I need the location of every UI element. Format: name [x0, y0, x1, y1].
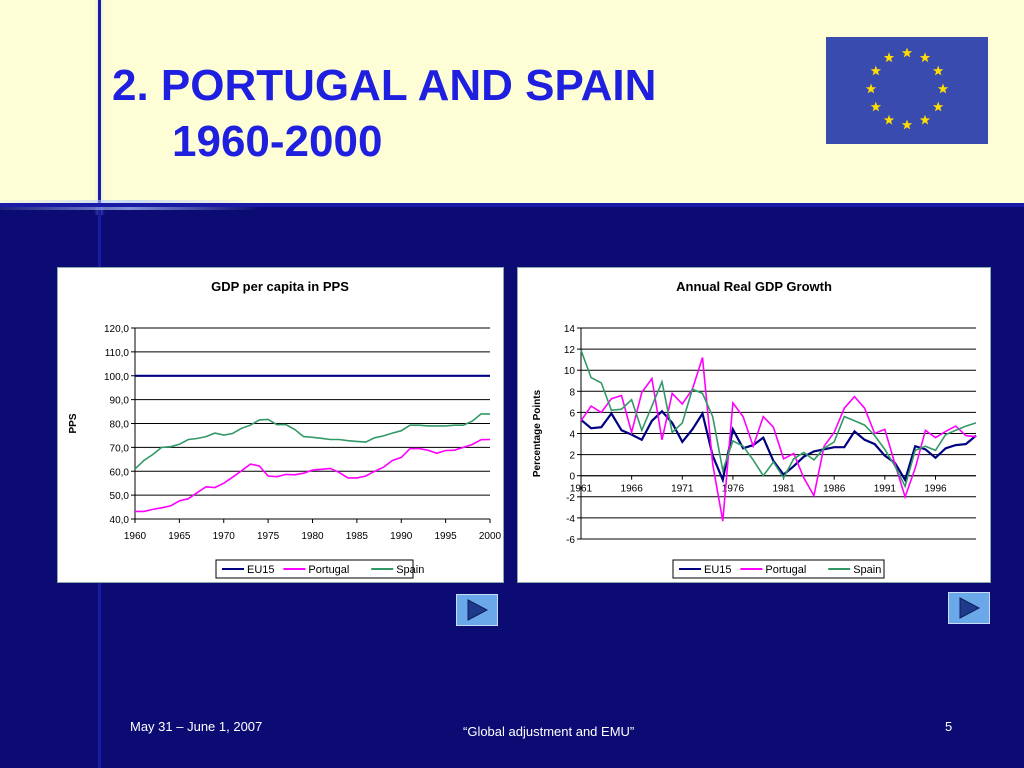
slide-title-line1: 2. PORTUGAL AND SPAIN — [112, 61, 657, 110]
legend-label: Spain — [853, 564, 881, 576]
x-tick-label: 1986 — [823, 484, 846, 495]
x-tick-label: 1960 — [124, 531, 147, 542]
y-tick-label: 12 — [564, 345, 576, 356]
x-tick-label: 1985 — [346, 531, 369, 542]
x-tick-label: 1966 — [621, 484, 644, 495]
eu-star-icon — [870, 65, 882, 76]
legend-box — [215, 559, 414, 579]
eu-star-icon — [883, 114, 895, 125]
x-tick-label: 1996 — [924, 484, 947, 495]
y-tick-label: 40,0 — [110, 515, 130, 526]
x-tick-label: 1991 — [874, 484, 897, 495]
series-line-portugal — [135, 438, 491, 513]
y-tick-label: -4 — [566, 514, 575, 525]
y-tick-label: 100,0 — [104, 372, 129, 383]
x-tick-label: 1961 — [570, 484, 593, 495]
y-tick-label: 70,0 — [110, 443, 130, 454]
play-arrow-icon — [959, 597, 981, 619]
horizontal-divider — [0, 203, 1024, 207]
y-tick-label: 2 — [569, 451, 575, 462]
eu-star-icon — [932, 65, 944, 76]
eu-star-icon — [919, 114, 931, 125]
eu-flag-icon — [826, 37, 988, 144]
next-slide-button-2[interactable] — [948, 592, 990, 624]
x-tick-label: 1965 — [168, 531, 191, 542]
eu-star-icon — [870, 101, 882, 112]
y-tick-label: 80,0 — [110, 420, 130, 431]
y-tick-label: 50,0 — [110, 491, 130, 502]
x-tick-label: 1976 — [722, 484, 745, 495]
y-tick-label: 8 — [569, 387, 575, 398]
eu-star-icon — [919, 52, 931, 63]
play-arrow-icon — [467, 599, 489, 621]
legend-box — [672, 559, 885, 579]
eu-star-icon — [901, 119, 913, 130]
y-tick-label: -6 — [566, 535, 575, 546]
next-slide-button[interactable] — [456, 594, 498, 626]
page-number: 5 — [945, 719, 953, 734]
x-tick-label: 2000 — [479, 531, 502, 542]
legend-label: EU15 — [704, 564, 732, 576]
eu-star-icon — [883, 52, 895, 63]
slide-title: 2. PORTUGAL AND SPAIN 1960-2000 — [112, 58, 656, 170]
gdp-growth-chart: Annual Real GDP Growth -6 -4 -2 0 2 4 6 8 10 12 14 1… — [517, 267, 991, 583]
y-tick-label: 110,0 — [105, 348, 130, 359]
chart-title: GDP per capita in PPS — [211, 279, 349, 294]
y-tick-label: 90,0 — [110, 396, 130, 407]
x-tick-label: 1980 — [301, 531, 324, 542]
eu-flag-stars — [865, 47, 949, 130]
series-line-spain — [580, 349, 977, 489]
eu-star-icon — [937, 83, 949, 94]
y-tick-label: 60,0 — [110, 467, 130, 478]
gdp-per-capita-chart: GDP per capita in PPS 40,0 50,0 60,0 70,0 80,… — [57, 267, 504, 583]
y-tick-label: 120,0 — [104, 324, 129, 335]
y-axis-label: Percentage Points — [532, 389, 543, 477]
y-tick-label: -2 — [566, 493, 575, 504]
y-tick-label: 0 — [569, 472, 575, 483]
eu-star-icon — [901, 47, 913, 58]
series-line-eu15 — [580, 409, 977, 484]
eu-star-icon — [865, 83, 877, 94]
slide-title-line2: 1960-2000 — [172, 117, 383, 166]
eu-star-icon — [932, 101, 944, 112]
series-line-portugal — [580, 357, 977, 522]
y-tick-label: 14 — [564, 324, 576, 335]
x-tick-label: 1971 — [671, 484, 694, 495]
x-tick-label: 1975 — [257, 531, 280, 542]
gdp-growth-plot: Annual Real GDP Growth -6 -4 -2 0 2 4 6 8 10 12 14 1… — [532, 279, 977, 579]
x-tick-label: 1990 — [390, 531, 413, 542]
footer-title: “Global adjustment and EMU” — [463, 724, 635, 739]
series-line-spain — [134, 413, 490, 470]
y-tick-label: 4 — [569, 430, 575, 441]
chart-title: Annual Real GDP Growth — [676, 279, 832, 294]
x-tick-label: 1981 — [772, 484, 795, 495]
legend-label: Spain — [396, 564, 424, 576]
y-axis-label: PPS — [68, 413, 79, 433]
legend-label: EU15 — [247, 564, 275, 576]
y-tick-label: 10 — [564, 366, 576, 377]
legend-label: Portugal — [308, 564, 349, 576]
x-tick-label: 1995 — [435, 531, 458, 542]
y-tick-label: 6 — [569, 408, 575, 419]
legend-label: Portugal — [765, 564, 806, 576]
footer-date: May 31 – June 1, 2007 — [130, 719, 263, 734]
gdp-per-capita-plot: GDP per capita in PPS 40,0 50,0 60,0 70,0 80,… — [68, 279, 502, 579]
x-tick-label: 1970 — [213, 531, 236, 542]
